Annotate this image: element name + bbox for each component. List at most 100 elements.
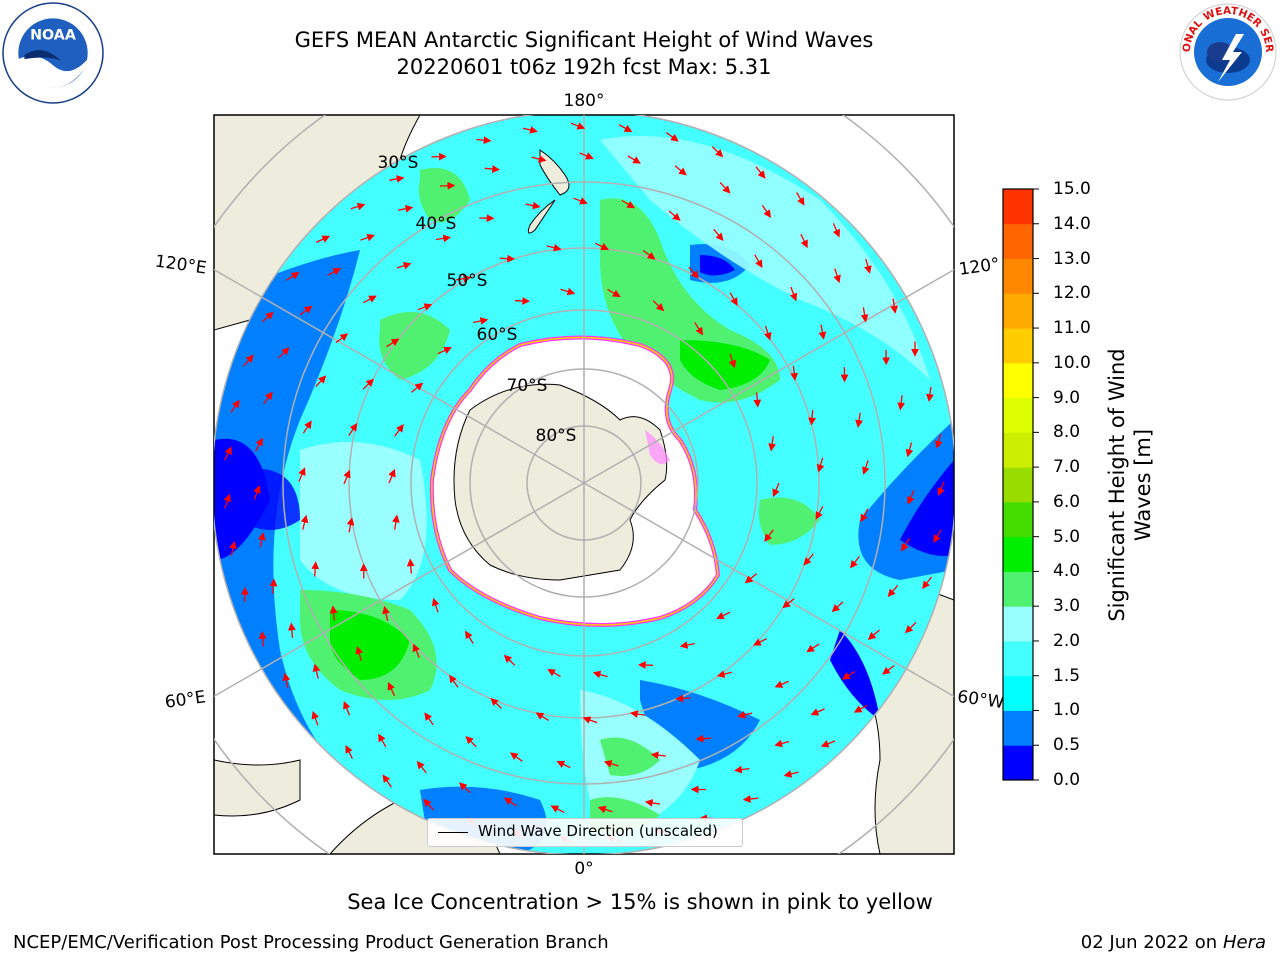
wave-direction-arrow <box>789 286 798 302</box>
wave-direction-arrow <box>818 324 827 340</box>
wave-direction-arrow <box>298 467 306 482</box>
wave-direction-arrow <box>484 165 500 173</box>
colorbar-bin <box>1003 328 1033 364</box>
wave-direction-arrow <box>753 392 762 408</box>
wave-direction-arrow <box>737 711 753 719</box>
wave-direction-arrow <box>362 295 377 304</box>
wave-direction-arrow <box>424 712 434 726</box>
wave-direction-arrow <box>860 508 869 523</box>
wave-direction-arrow <box>887 584 899 597</box>
wave-direction-arrow <box>302 420 312 434</box>
wave-direction-arrow <box>449 674 459 688</box>
wave-direction-arrow <box>594 242 609 251</box>
wave-direction-arrow <box>560 287 576 296</box>
wave-direction-arrow <box>329 605 338 621</box>
wave-direction-arrow <box>287 622 296 638</box>
colorbar-tick-label: 0.5 <box>1053 735 1081 756</box>
wave-direction-arrow <box>522 126 538 134</box>
wave-direction-arrow <box>832 223 840 238</box>
wave-direction-arrow <box>406 558 415 574</box>
wave-direction-arrow <box>592 670 608 679</box>
wave-direction-arrow <box>618 124 633 133</box>
wave-direction-arrow <box>904 622 917 634</box>
wave-direction-arrow <box>742 795 759 803</box>
colorbar-bin <box>1003 745 1033 781</box>
noaa-wordmark: NOAA <box>30 28 76 44</box>
colorbar-bin <box>1003 362 1033 399</box>
colorbar-tick-label: 2.0 <box>1053 630 1081 651</box>
wave-direction-arrow <box>607 288 621 298</box>
wave-direction-arrow <box>744 573 758 584</box>
wave-direction-arrow <box>531 155 547 163</box>
wave-direction-arrow <box>934 433 943 449</box>
lon-label-60w: 60°W <box>956 687 1005 713</box>
wave-direction-arrow <box>650 751 666 760</box>
lon-label-60e: 60°E <box>164 687 207 712</box>
wave-direction-arrow <box>431 152 447 161</box>
wave-direction-arrow <box>514 297 531 305</box>
wave-direction-arrow <box>694 322 703 336</box>
colorbar-bin <box>1003 258 1033 294</box>
wave-direction-arrow <box>278 347 290 359</box>
colorbar-bin <box>1003 675 1033 711</box>
colorbar-bin <box>1003 606 1033 642</box>
wave-direction-arrow <box>668 210 681 221</box>
colorbar-tick-label: 1.0 <box>1053 700 1081 721</box>
wave-direction-arrow <box>343 700 351 716</box>
wave-direction-arrow <box>335 333 349 344</box>
wave-direction-arrow <box>253 485 261 500</box>
wave-direction-arrow <box>820 740 836 748</box>
lon-label-120w: 120° <box>958 254 1001 280</box>
machine-name: Hera <box>1222 932 1266 953</box>
wave-direction-arrow <box>503 797 517 807</box>
colorbar-tick-label: 4.0 <box>1053 561 1081 582</box>
wave-direction-arrow <box>637 661 654 669</box>
wave-direction-arrow <box>774 680 789 688</box>
noaa-logo: NOAA <box>2 2 104 104</box>
wave-direction-arrow <box>803 553 814 566</box>
wave-direction-arrow <box>764 325 772 341</box>
wave-direction-arrow <box>644 799 661 807</box>
wave-direction-arrow <box>716 611 731 620</box>
wave-direction-arrow <box>315 375 327 387</box>
colorbar-bin <box>1003 536 1033 572</box>
wave-direction-arrow <box>926 386 934 402</box>
wave-direction-arrow <box>300 514 309 530</box>
wave-direction-arrow <box>343 469 351 485</box>
colorbar-tick-label: 12.0 <box>1053 283 1091 304</box>
wave-direction-arrow <box>603 760 619 768</box>
wave-direction-arrow <box>790 365 799 381</box>
wave-direction-arrow <box>360 233 375 242</box>
lat-label-50s: 50°S <box>447 271 488 291</box>
wave-direction-arrow <box>853 704 868 713</box>
colorbar-tick-label: 8.0 <box>1053 422 1081 443</box>
wave-direction-arrow <box>890 298 899 314</box>
colorbar-bin <box>1003 571 1033 607</box>
wave-direction-arrow <box>386 338 400 348</box>
sea-ice-note: Sea Ice Concentration > 15% is shown in … <box>347 890 933 914</box>
wave-height-field <box>214 136 954 854</box>
wave-direction-arrow <box>465 630 474 644</box>
wave-direction-arrow <box>389 175 405 183</box>
colorbar-bin <box>1003 501 1033 538</box>
wave-direction-arrow <box>855 412 863 428</box>
wave-direction-arrow <box>800 234 808 249</box>
lat-label-30s: 30°S <box>378 153 419 173</box>
wave-direction-arrow <box>642 249 656 260</box>
wave-direction-arrow <box>312 663 321 679</box>
wave-direction-arrow <box>410 382 424 393</box>
wave-direction-arrow <box>258 631 267 647</box>
wave-direction-arrow <box>729 292 738 306</box>
wave-direction-arrow <box>831 601 844 613</box>
wave-direction-arrow <box>810 708 825 716</box>
colorbar-bin <box>1003 432 1033 468</box>
lon-label-0: 0° <box>574 859 593 879</box>
wave-direction-arrow <box>862 460 870 475</box>
wave-direction-arrow <box>535 712 549 721</box>
wave-direction-arrow <box>816 457 825 473</box>
wave-direction-arrow <box>286 271 300 281</box>
wave-direction-arrow <box>345 745 353 759</box>
wave-direction-arrow <box>224 446 232 461</box>
wave-direction-arrow <box>719 181 731 194</box>
